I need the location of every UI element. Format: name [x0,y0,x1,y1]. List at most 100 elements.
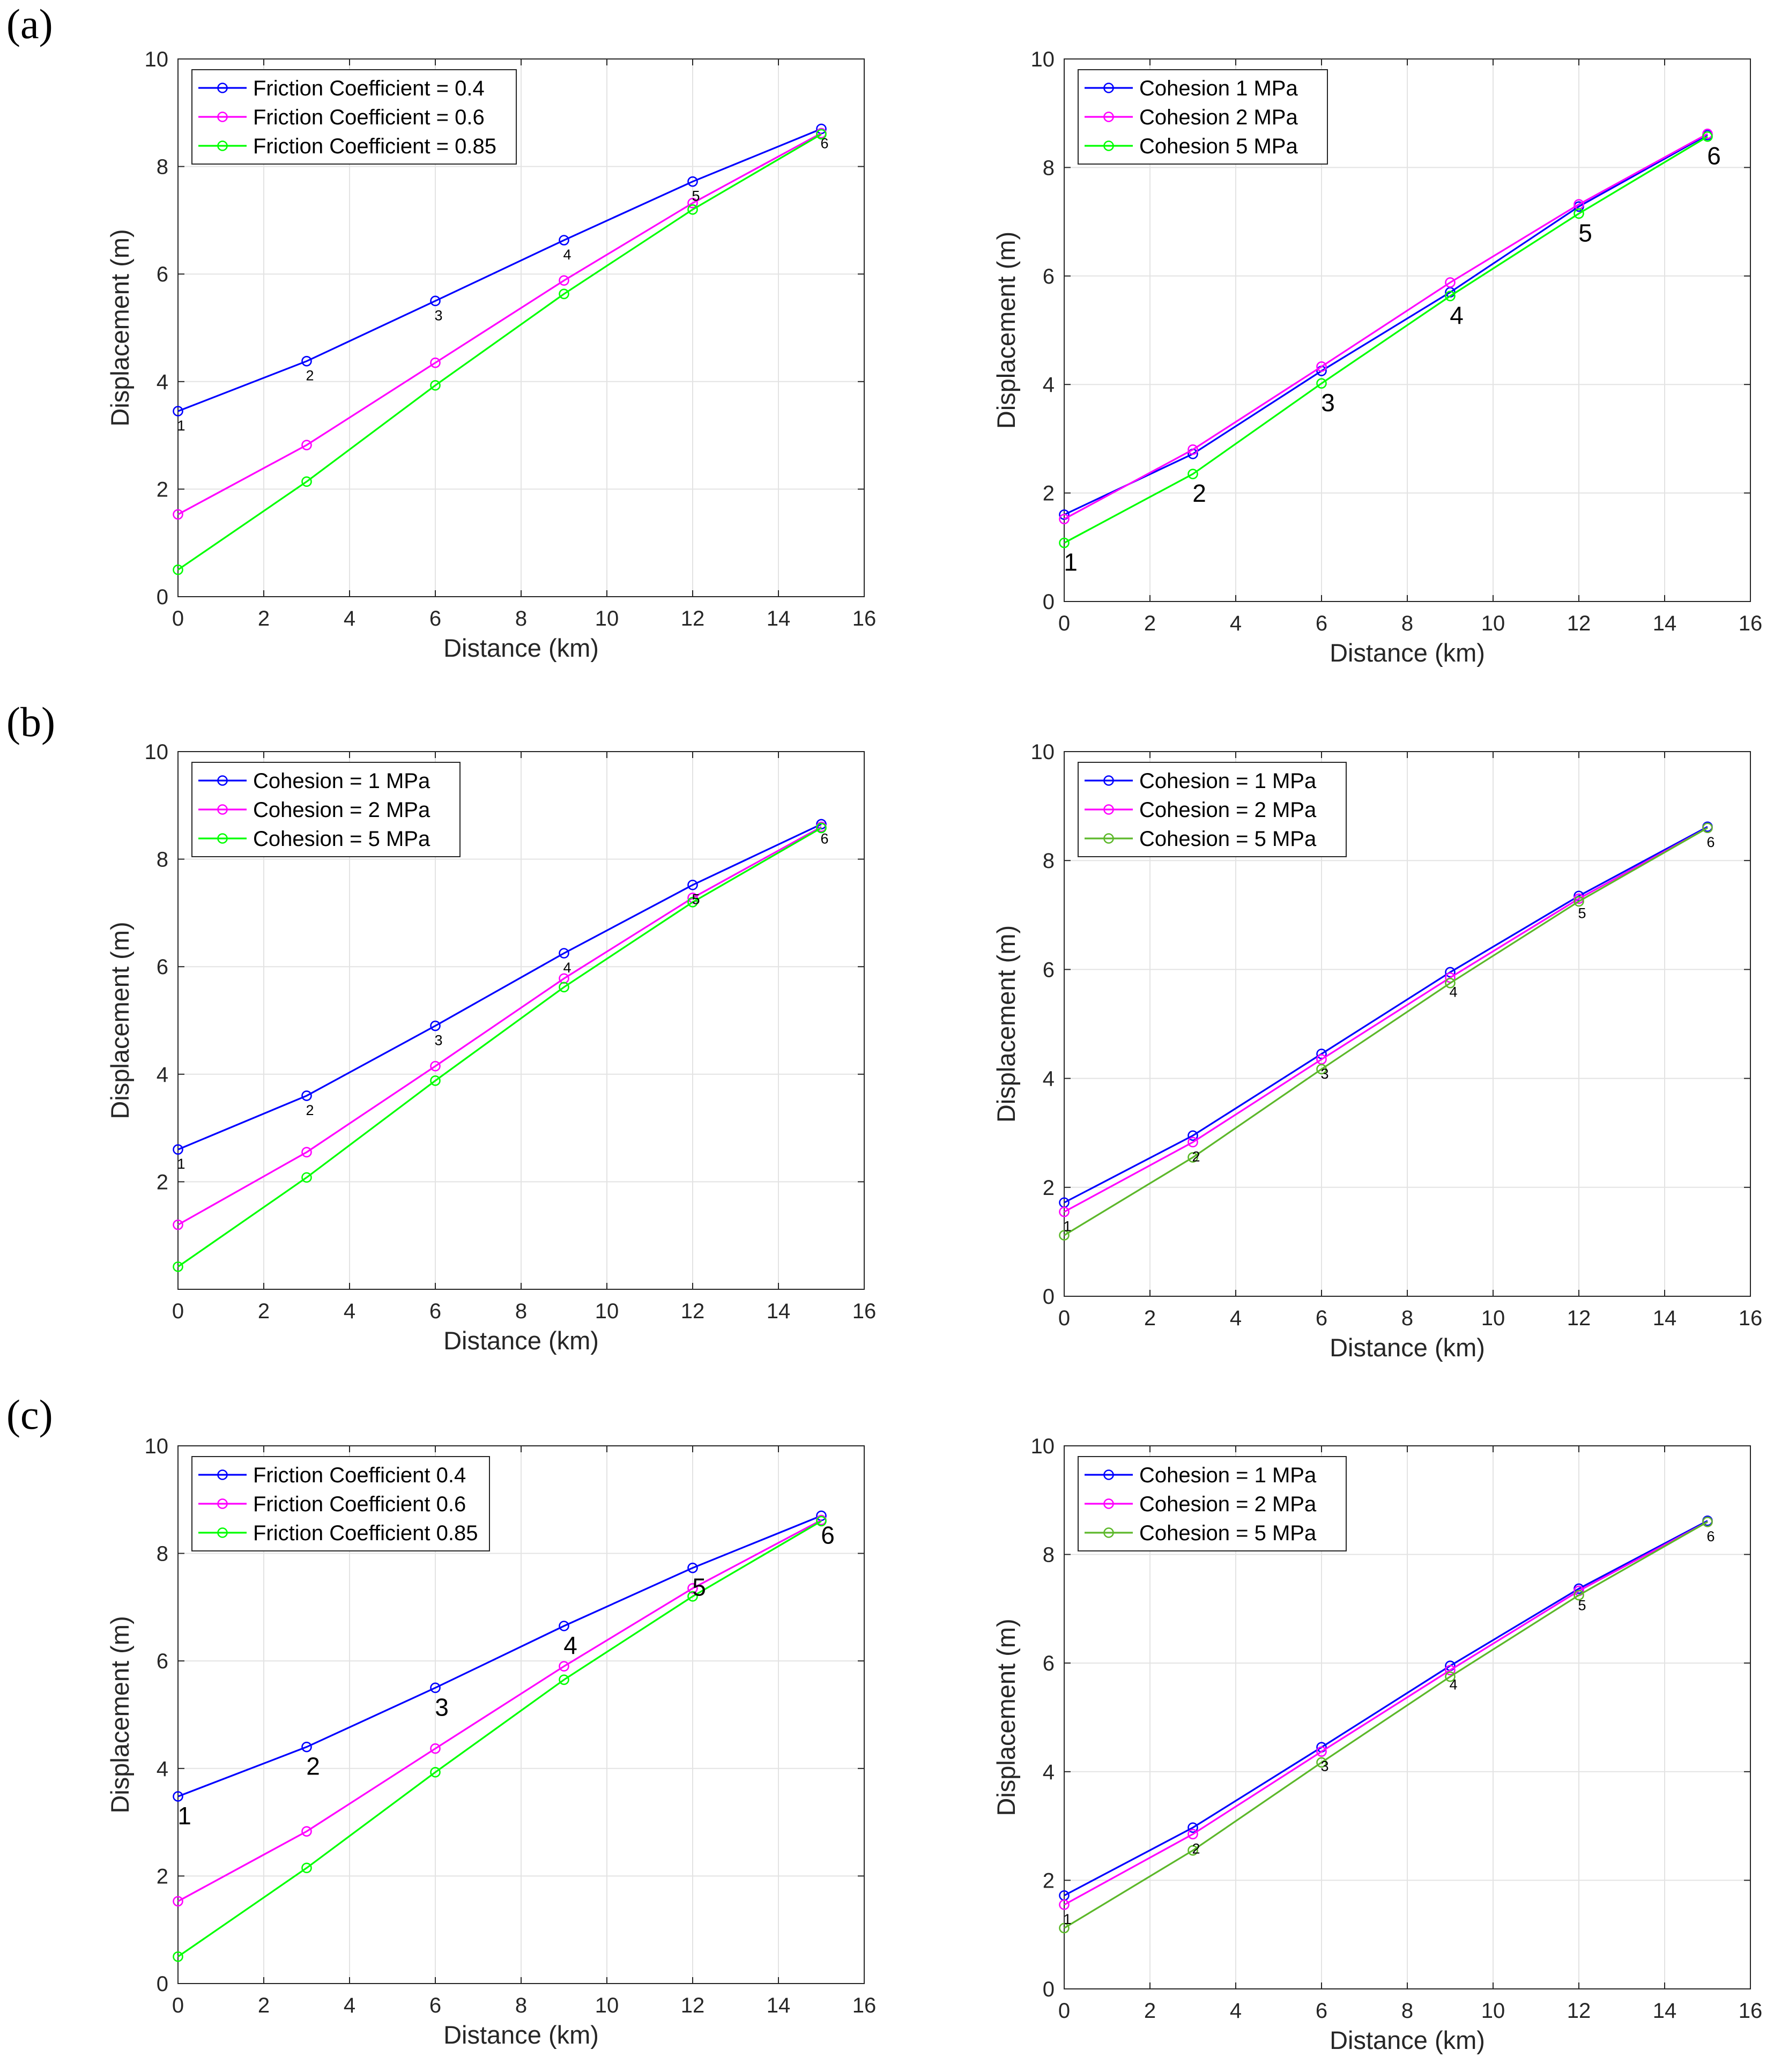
legend-marker [1103,775,1114,786]
y-tick-label: 2 [157,1170,168,1194]
point-label: 1 [177,1802,191,1830]
x-tick-label: 8 [515,1299,527,1323]
y-axis-label: Displacement (m) [106,229,134,426]
series-line-1 [177,823,822,1150]
x-tick-label: 4 [1230,612,1242,635]
x-axis-label: Distance (km) [443,634,599,662]
data-point [301,476,312,487]
point-label: 1 [1063,1219,1071,1235]
data-point [1316,378,1327,389]
point-label: 1 [1064,548,1078,576]
x-tick-label: 16 [1739,612,1763,635]
point-label: 1 [177,1156,185,1172]
legend-marker [1103,1498,1114,1509]
point-label: 4 [1449,984,1457,1000]
x-tick-label: 12 [1567,1306,1591,1330]
legend-marker [217,1498,228,1509]
x-tick-label: 10 [595,1299,619,1323]
point-label: 6 [1707,142,1721,170]
legend-marker [217,833,228,844]
x-tick-label: 6 [1316,1999,1327,2023]
legend-marker [217,140,228,151]
data-point [430,1682,441,1694]
panel-label-a: (a) [6,1,53,47]
x-tick-label: 12 [1567,612,1591,635]
legend-marker [1103,112,1114,122]
x-tick-label: 4 [344,607,355,630]
x-tick-label: 2 [258,1299,270,1323]
legend: Cohesion = 1 MPa Cohesion = 2 MPa Cohesion… [1078,1456,1347,1551]
legend-marker [1103,1469,1114,1480]
data-point [687,1583,698,1594]
data-point [430,1767,441,1778]
legend-entry: Cohesion = 5 MPa [253,827,430,851]
point-label: 4 [563,247,571,263]
y-tick-label: 0 [157,585,168,609]
legend-marker [217,83,228,93]
data-point [816,129,827,140]
y-tick-label: 10 [145,48,169,71]
series-line-2 [1064,1521,1708,1906]
legend-entry: Friction Coefficient = 0.85 [253,135,496,158]
x-tick-label: 8 [1401,1999,1413,2023]
data-point [1059,509,1070,520]
x-tick-label: 4 [344,1994,355,2017]
y-tick-label: 6 [157,955,168,979]
data-point [301,1090,312,1101]
x-tick-label: 6 [429,607,441,630]
y-tick-label: 10 [145,1435,169,1458]
series-line-2 [177,826,822,1226]
y-tick-label: 0 [1043,1285,1055,1309]
y-axis-label: Displacement (m) [106,1616,134,1813]
point-label: 4 [1449,1676,1457,1692]
x-tick-label: 12 [681,1299,705,1323]
point-label: 5 [692,892,700,908]
x-tick-label: 2 [1144,1999,1156,2023]
data-point [1445,1671,1456,1682]
x-tick-label: 2 [258,607,270,630]
data-point [173,565,183,575]
data-point [301,1147,312,1158]
series-line-1 [1064,134,1708,516]
legend-marker [217,1469,228,1480]
legend-entry: Cohesion = 2 MPa [1139,798,1317,822]
legend-entry: Friction Coefficient 0.4 [253,1464,466,1487]
data-point [559,235,569,246]
data-point [430,1020,441,1031]
y-tick-label: 10 [1031,48,1055,71]
data-point [1059,1230,1070,1241]
legend-entry: Cohesion = 2 MPa [1139,1492,1317,1516]
data-point [1702,822,1713,834]
data-point [559,982,569,993]
x-tick-label: 16 [852,1994,877,2017]
x-tick-label: 2 [1144,612,1156,635]
x-tick-label: 16 [1739,1999,1763,2023]
x-tick-label: 8 [1401,1306,1413,1330]
y-tick-label: 2 [1043,1869,1055,1892]
data-point [1187,1829,1198,1840]
y-tick-label: 4 [1043,1067,1055,1091]
point-label: 3 [1320,1758,1328,1774]
series-line-3 [1064,1521,1708,1929]
series-line-3 [177,827,822,1268]
legend: Cohesion = 1 MPa Cohesion = 2 MPa Cohesion… [1078,762,1347,857]
point-label: 2 [306,368,314,384]
data-point [1059,1922,1070,1934]
y-tick-label: 2 [1043,482,1055,506]
point-label: 6 [821,1521,835,1549]
data-point [430,357,441,368]
point-label: 1 [1063,1911,1071,1927]
point-label: 5 [1578,219,1592,247]
x-tick-label: 4 [344,1299,355,1323]
x-tick-label: 10 [595,607,619,630]
data-point [687,1591,698,1602]
data-point [173,1261,183,1272]
point-label: 3 [1321,389,1335,417]
series-line-1 [1064,826,1708,1204]
x-tick-label: 6 [429,1994,441,2017]
y-tick-label: 6 [1043,958,1055,982]
data-point [687,1562,698,1573]
data-point [1059,537,1070,548]
data-point [173,406,183,417]
